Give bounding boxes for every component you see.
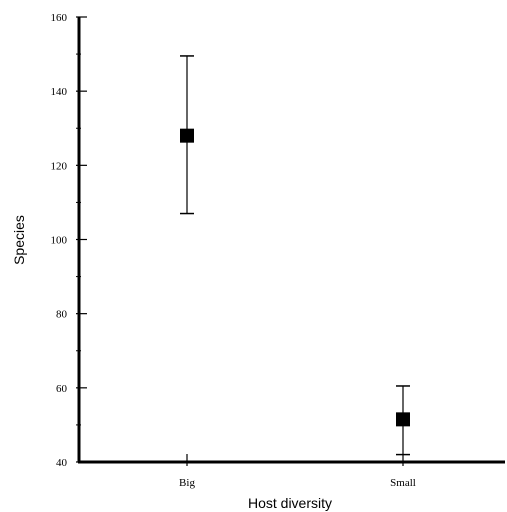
- data-points: [180, 128, 410, 427]
- x-axis-title: Host diversity: [248, 495, 332, 511]
- y-tick-label: 120: [51, 160, 68, 172]
- y-tick-label: 140: [51, 86, 68, 98]
- y-axis: 40 60 80 100 120 140 160: [51, 12, 87, 469]
- data-point-marker: [180, 128, 194, 143]
- x-tick-label: Big: [179, 477, 195, 489]
- x-axis: Big Small: [78, 454, 505, 489]
- x-tick-label: Small: [390, 477, 416, 489]
- y-tick-label: 160: [51, 12, 68, 24]
- y-axis-title: Species: [11, 215, 27, 265]
- y-tick-label: 100: [51, 235, 68, 247]
- error-bars: [180, 55, 410, 456]
- y-tick-label: 40: [56, 457, 68, 469]
- y-tick-label: 60: [56, 383, 68, 395]
- y-tick-label: 80: [56, 309, 68, 321]
- data-point-marker: [396, 412, 410, 427]
